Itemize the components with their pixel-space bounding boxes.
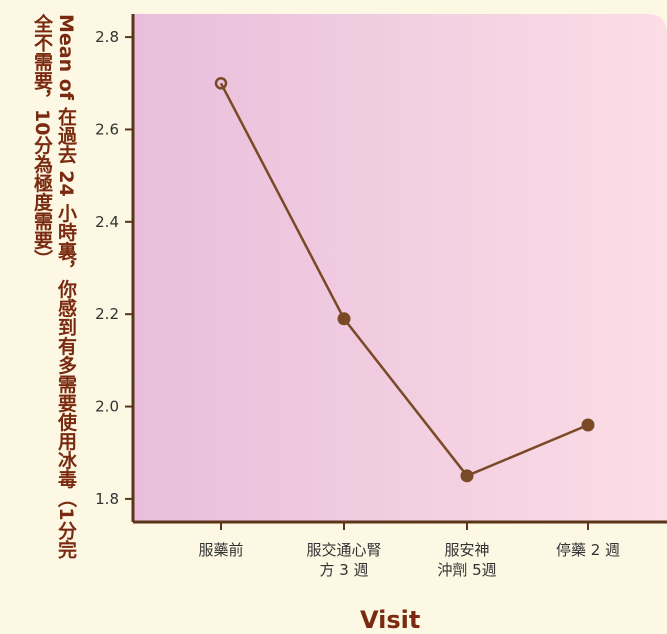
series-line xyxy=(219,82,589,478)
y-tick-label: 2.0 xyxy=(95,398,119,416)
data-point xyxy=(581,418,595,432)
x-tick-label: 服藥前 xyxy=(198,541,243,559)
x-tick-label: 服安神沖劑 5週 xyxy=(437,541,496,579)
plot-area xyxy=(133,14,667,522)
y-tick-label: 2.6 xyxy=(95,120,119,138)
y-axis-title: Mean of 在過去 24 小時裏，你感到有多需要使用冰毒（1分完全不需要，1… xyxy=(31,14,77,559)
y-tick-label: 2.4 xyxy=(95,213,119,231)
data-point xyxy=(214,77,228,90)
x-tick-label: 停藥 2 週 xyxy=(556,541,620,559)
x-axis-title: Visit xyxy=(360,606,421,634)
y-tick-label: 1.8 xyxy=(95,490,119,508)
x-tick-label: 服交通心腎方 3 週 xyxy=(306,541,381,579)
y-tick-label: 2.8 xyxy=(95,28,119,46)
data-point xyxy=(337,312,351,326)
y-tick-label: 2.2 xyxy=(95,305,119,323)
data-point xyxy=(460,469,474,483)
